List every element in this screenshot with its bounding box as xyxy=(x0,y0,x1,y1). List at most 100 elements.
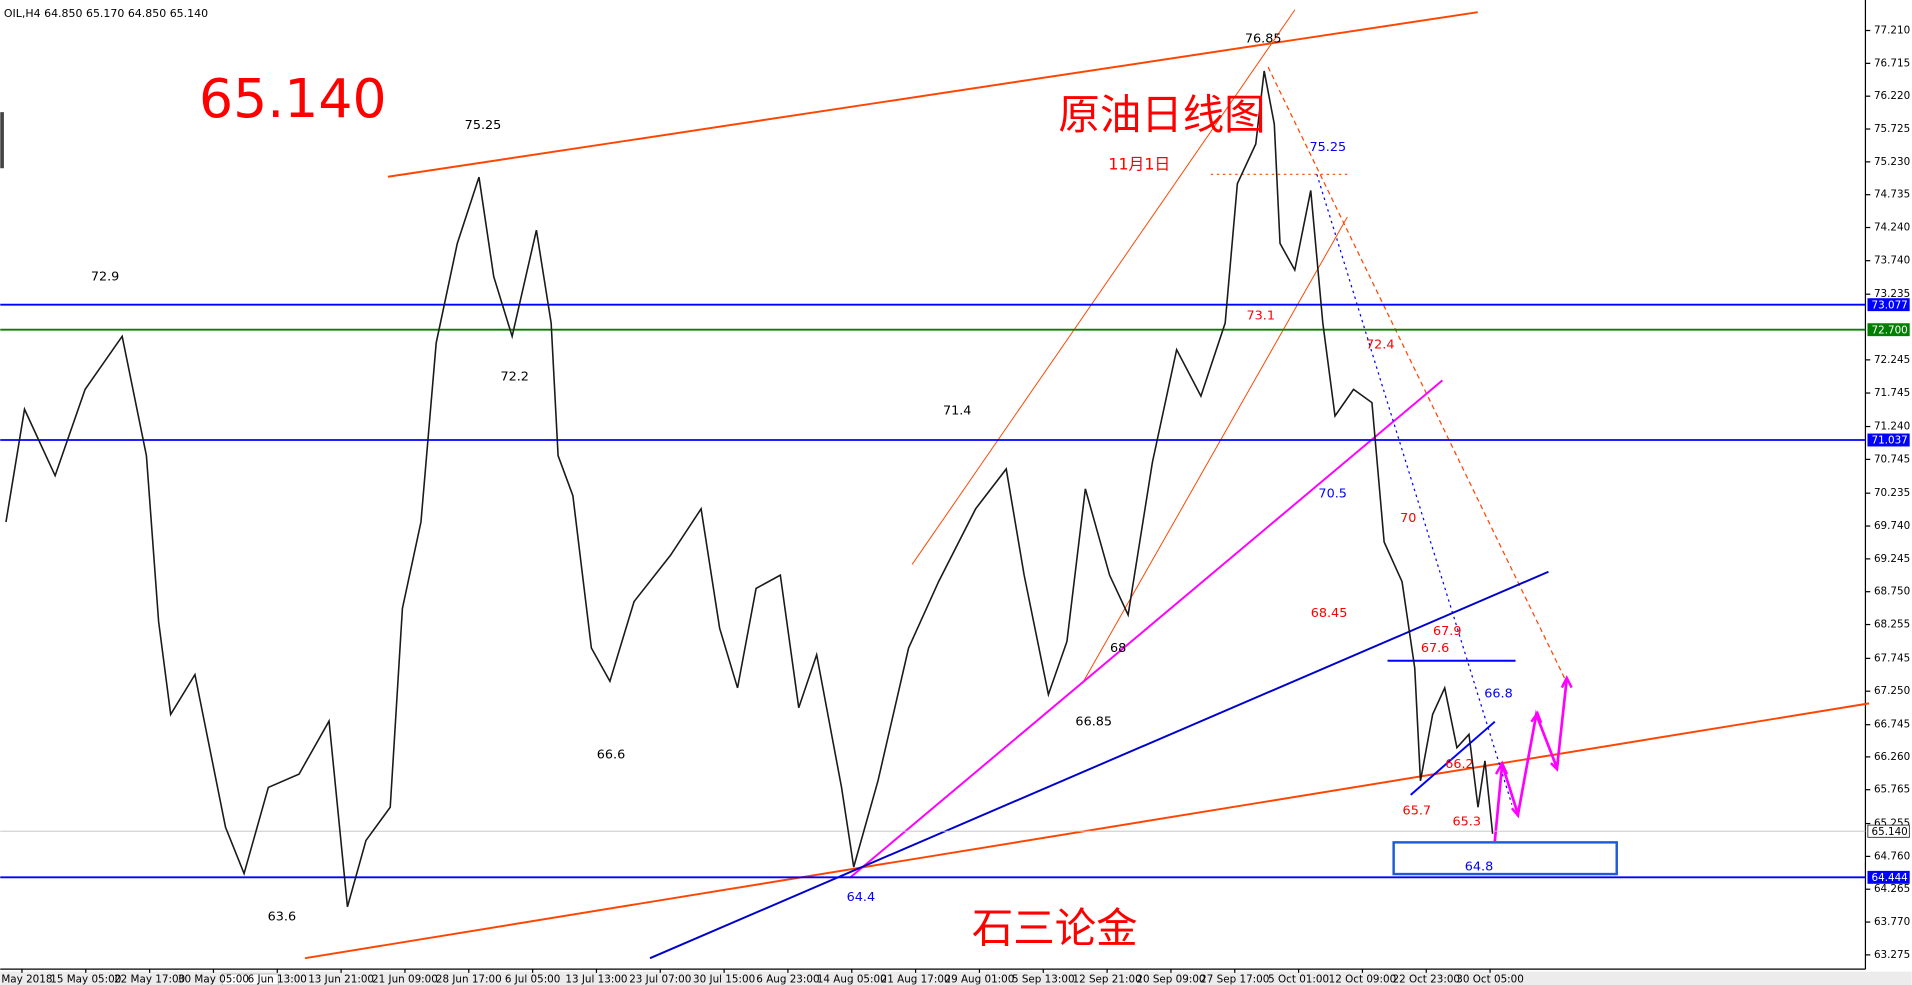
header: OIL,H4 64.850 65.170 64.850 65.140 xyxy=(4,7,208,20)
y-tick-label: 76.220 xyxy=(1874,90,1910,102)
y-tick-label: 73.740 xyxy=(1874,255,1910,267)
y-tick-label: 74.240 xyxy=(1874,222,1910,234)
x-tick-label: 22 Oct 23:00 xyxy=(1392,974,1460,985)
tab-bar xyxy=(0,971,1912,985)
date-note: 11月1日 xyxy=(1108,154,1170,173)
annotation: 72.4 xyxy=(1366,338,1395,353)
annotation: 64.8 xyxy=(1465,859,1494,874)
price-tag xyxy=(1867,824,1910,838)
y-tick-label: 63.275 xyxy=(1874,949,1910,961)
y-tick-label: 70.745 xyxy=(1874,453,1910,465)
annotation: 65.3 xyxy=(1453,814,1482,829)
y-tick-label: 68.750 xyxy=(1874,586,1910,598)
annotation: 71.4 xyxy=(943,403,972,418)
y-tick-label: 77.210 xyxy=(1874,25,1910,37)
price-line xyxy=(5,70,1494,908)
y-tick-label: 64.760 xyxy=(1874,850,1910,862)
x-tick-label: 28 Jun 17:00 xyxy=(436,974,502,985)
y-tick-label: 71.745 xyxy=(1874,387,1910,399)
x-tick-label: 6 Jun 13:00 xyxy=(248,974,307,985)
annotation: 68.45 xyxy=(1311,606,1348,621)
x-tick-label: 13 Jun 21:00 xyxy=(308,974,374,985)
y-tick-label: 67.250 xyxy=(1874,685,1910,697)
x-tick-label: 14 Aug 05:00 xyxy=(817,974,887,985)
trend-line xyxy=(1082,216,1348,683)
x-tick-label: 23 Jul 07:00 xyxy=(629,974,691,985)
annotation: 67.6 xyxy=(1421,641,1450,656)
y-tick-label: 74.735 xyxy=(1874,189,1910,201)
annotation: 66.85 xyxy=(1075,714,1112,729)
tab[interactable] xyxy=(221,973,279,985)
y-tick-label: 75.230 xyxy=(1874,156,1910,168)
annotation: 72.2 xyxy=(500,369,529,384)
x-tick-label: 7 May 2018 xyxy=(0,974,52,985)
y-tick-label: 75.725 xyxy=(1874,123,1910,135)
annotation: 63.6 xyxy=(268,909,297,924)
title: 原油日线图 xyxy=(1058,91,1265,139)
y-tick-label: 69.245 xyxy=(1874,553,1910,565)
annotation: 72.9 xyxy=(91,269,120,284)
x-tick-label: 5 Oct 01:00 xyxy=(1268,974,1329,985)
annotation: 75.25 xyxy=(465,118,502,133)
y-tick-label: 69.740 xyxy=(1874,520,1910,532)
blue-trend xyxy=(649,570,1549,960)
price-tag-label: 71.037 xyxy=(1872,435,1908,447)
y-tick-label: 65.765 xyxy=(1874,784,1910,796)
x-tick-label: 20 Sep 09:00 xyxy=(1136,974,1205,985)
target-box xyxy=(1392,841,1618,876)
price-tag xyxy=(1867,298,1910,312)
x-tick-label: 29 Aug 01:00 xyxy=(945,974,1015,985)
price-tag-label: 72.700 xyxy=(1872,324,1908,336)
price-tag xyxy=(1867,323,1910,337)
x-tick-label: 21 Aug 17:00 xyxy=(881,974,951,985)
x-tick-label: 12 Sep 21:00 xyxy=(1073,974,1142,985)
x-tick-label: 21 Jun 09:00 xyxy=(372,974,438,985)
annotation: 75.25 xyxy=(1309,140,1346,155)
annotation: 64.4 xyxy=(847,890,875,905)
x-tick-label: 30 Oct 05:00 xyxy=(1456,974,1524,985)
annotation: 76.85 xyxy=(1245,32,1282,47)
y-tick-label: 71.240 xyxy=(1874,421,1910,433)
magenta-trend xyxy=(849,379,1444,879)
x-tick-label: 6 Aug 23:00 xyxy=(756,974,819,985)
projection-arrows xyxy=(1494,675,1573,819)
y-tick-label: 76.715 xyxy=(1874,57,1910,69)
annotation: 66.2 xyxy=(1445,757,1474,772)
subtitle: 石三论金 xyxy=(972,904,1138,952)
price-tag xyxy=(1867,870,1910,884)
projection-path xyxy=(1493,678,1569,842)
x-tick-label: 5 Sep 13:00 xyxy=(1012,974,1075,985)
x-tick-label: 27 Sep 17:00 xyxy=(1200,974,1269,985)
annotation: 67.9 xyxy=(1433,624,1461,639)
dashed-trend xyxy=(1267,66,1568,683)
annotation: 66.8 xyxy=(1484,686,1513,701)
annotation: 70.5 xyxy=(1318,486,1347,501)
x-tick-label: 30 Jul 15:00 xyxy=(693,974,755,985)
price-tag-label: 65.140 xyxy=(1872,826,1908,838)
y-tick-label: 63.770 xyxy=(1874,916,1910,928)
y-tick-label: 72.245 xyxy=(1874,354,1910,366)
annotation: 73.1 xyxy=(1247,308,1276,323)
blue-short xyxy=(1410,720,1496,796)
blue-dotted xyxy=(1316,174,1513,805)
x-tick-label: 22 May 17:00 xyxy=(114,974,185,985)
x-tick-label: 6 Jul 05:00 xyxy=(505,974,561,985)
y-tick-label: 64.265 xyxy=(1874,883,1910,895)
trend-line xyxy=(911,9,1296,565)
annotation: 65.7 xyxy=(1403,803,1432,818)
annotation: 70 xyxy=(1400,511,1416,526)
annotation: 66.6 xyxy=(597,747,625,762)
price-tag xyxy=(1867,433,1910,447)
x-tick-label: 13 Jul 13:00 xyxy=(565,974,627,985)
side-handle xyxy=(0,112,4,169)
x-tick-label: 12 Oct 09:00 xyxy=(1329,974,1397,985)
y-tick-label: 66.745 xyxy=(1874,719,1910,731)
channel-upper xyxy=(387,11,1478,178)
drawing-layer xyxy=(0,9,1870,960)
y-tick-label: 70.235 xyxy=(1874,487,1910,499)
y-tick-label: 68.255 xyxy=(1874,619,1910,631)
y-tick-label: 66.260 xyxy=(1874,751,1910,763)
